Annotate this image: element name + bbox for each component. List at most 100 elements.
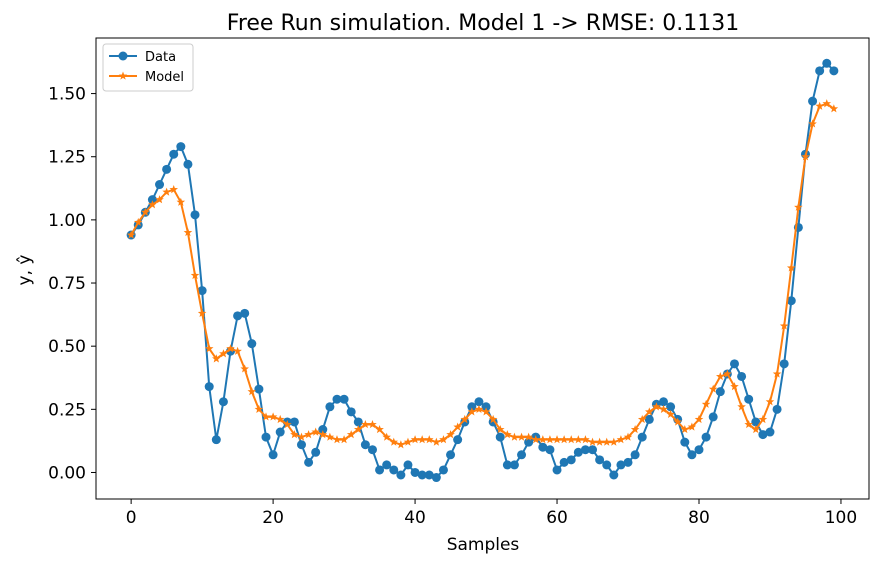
data-point-data (353, 417, 363, 427)
data-point-data (758, 430, 768, 440)
data-point-model (133, 217, 143, 227)
data-point-data (424, 470, 434, 480)
data-point-data (155, 180, 165, 190)
y-tick-label: 1.50 (48, 85, 86, 105)
data-point-model (538, 435, 548, 444)
data-point-data (169, 149, 179, 159)
data-point-data (176, 142, 186, 152)
data-point-model (510, 432, 519, 441)
data-point-model (439, 435, 448, 444)
data-point-model (488, 414, 498, 424)
data-point-data (382, 460, 392, 470)
axes: 0 20 40 60 80 100 0.00 0.25 0.50 0.75 1.00 1.25 1.50 (48, 85, 857, 528)
data-point-model (339, 435, 349, 444)
data-point-data (254, 384, 264, 394)
data-point-model (162, 187, 171, 196)
data-point-data (517, 450, 527, 460)
y-tick-label: 0.25 (48, 400, 86, 420)
data-point-model (794, 202, 803, 211)
data-point-model (226, 344, 235, 353)
data-point-data (403, 460, 413, 470)
data-point-model (574, 435, 583, 444)
data-point-data (275, 427, 285, 437)
data-point-data (573, 447, 583, 457)
data-point-model (361, 419, 370, 429)
data-point-data (346, 407, 356, 417)
data-point-model (304, 430, 313, 439)
data-point-model (432, 437, 441, 446)
data-point-data (446, 450, 456, 460)
y-tick-label: 1.25 (48, 148, 86, 168)
data-point-data (247, 339, 257, 349)
data-point-model (566, 435, 576, 444)
data-point-data (815, 66, 825, 76)
data-point-data (304, 457, 314, 467)
data-point-model (524, 432, 533, 441)
data-point-model (623, 432, 633, 441)
data-point-data (162, 164, 172, 174)
x-tick-label: 0 (126, 508, 137, 528)
data-point-model (148, 200, 157, 209)
y-tick-label: 0.75 (48, 274, 86, 294)
data-point-data (474, 397, 484, 407)
data-point-model (396, 440, 406, 449)
x-axis-label: Samples (447, 535, 520, 555)
x-tick-label: 80 (688, 508, 710, 528)
data-point-model (467, 407, 477, 416)
data-point-data (751, 417, 761, 427)
data-point-model (410, 435, 420, 444)
data-point-data (360, 440, 370, 450)
data-point-model (240, 364, 249, 373)
data-point-data (481, 402, 491, 412)
legend-marker-data (118, 51, 128, 61)
x-tick-label: 20 (262, 508, 284, 528)
data-point-model (141, 207, 150, 216)
series-line-model (130, 102, 835, 446)
data-point-model (382, 432, 391, 441)
data-point-model (588, 437, 597, 446)
data-point-data (502, 460, 512, 470)
data-point-model (808, 119, 817, 128)
data-point-data (559, 457, 569, 467)
legend-label-data: Data (145, 50, 176, 65)
data-point-model (595, 437, 604, 446)
series-line-data (130, 61, 835, 479)
data-point-model (609, 437, 619, 446)
data-point-data (715, 387, 725, 397)
data-point-model (559, 435, 569, 444)
data-point-data (509, 460, 519, 470)
data-point-data (183, 159, 193, 169)
data-point-data (431, 473, 441, 483)
data-point-model (730, 382, 739, 391)
data-point-data (680, 437, 690, 447)
data-point-model (616, 435, 626, 444)
data-point-data (623, 457, 633, 467)
data-point-model (169, 185, 179, 194)
data-point-data (545, 445, 555, 455)
data-point-data (375, 465, 385, 475)
chart-title: Free Run simulation. Model 1 -> RMSE: 0.… (227, 11, 739, 36)
data-point-model (687, 422, 697, 431)
data-point-model (694, 414, 704, 424)
data-point-data (190, 210, 200, 220)
data-point-model (801, 152, 810, 161)
data-point-model (680, 425, 690, 434)
data-point-data (765, 427, 775, 437)
data-point-data (460, 417, 470, 427)
data-point-data (616, 460, 626, 470)
data-point-model (375, 425, 384, 434)
data-point-model (176, 197, 186, 206)
data-point-model (495, 425, 505, 434)
data-point-data (218, 397, 228, 407)
data-point-data (389, 465, 399, 475)
y-tick-label: 1.00 (48, 211, 86, 231)
data-point-model (602, 437, 611, 446)
data-point-model (659, 404, 668, 413)
data-point-model (204, 344, 214, 353)
plot-area (126, 58, 839, 483)
data-point-data (708, 412, 718, 422)
x-tick-label: 40 (404, 508, 426, 528)
data-point-model (219, 349, 228, 358)
